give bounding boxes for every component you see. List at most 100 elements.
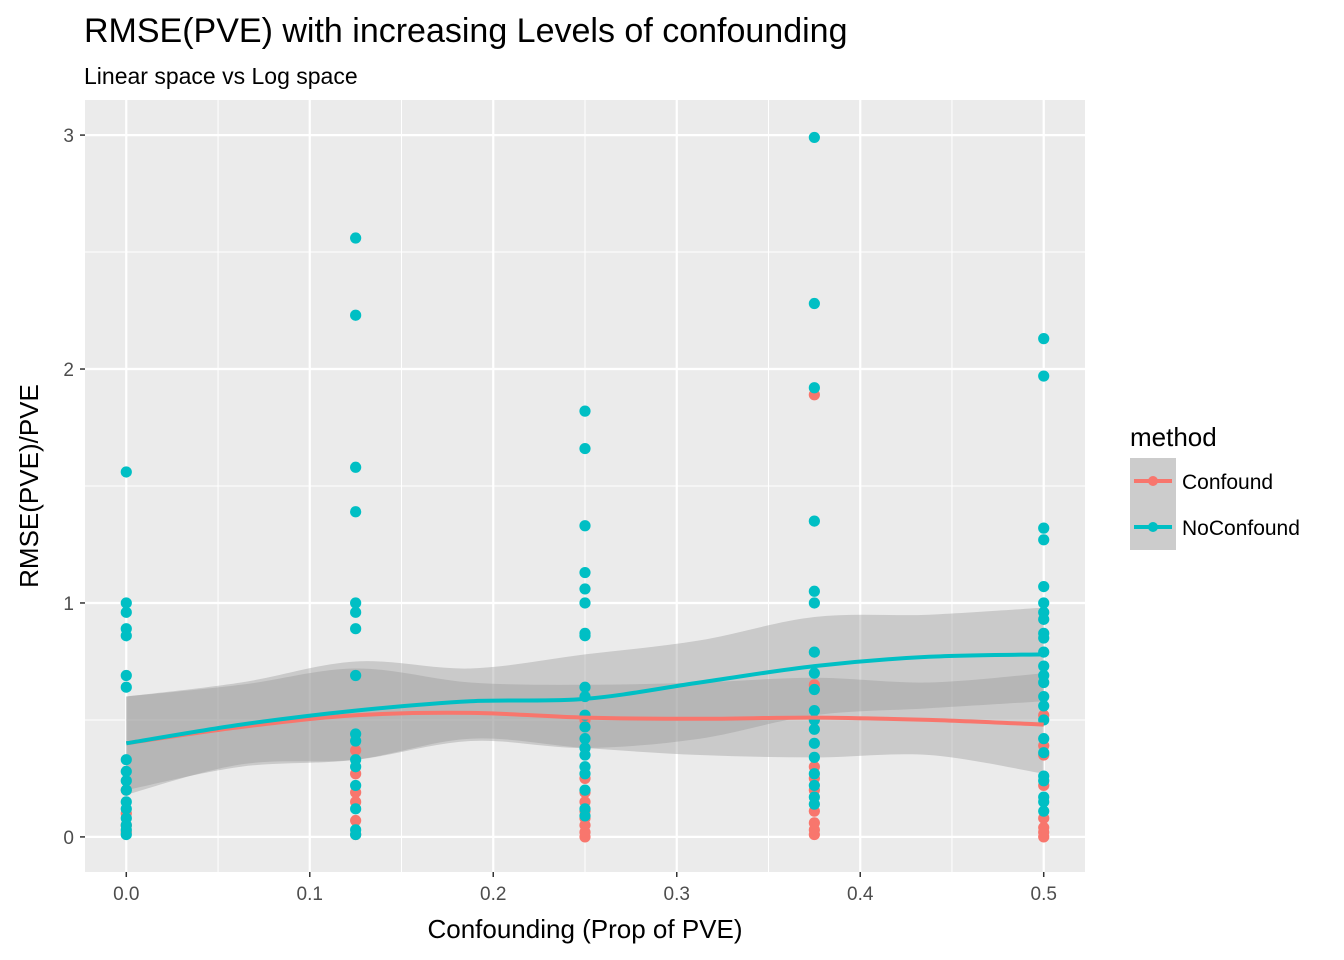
data-point-noconfound (1038, 700, 1050, 712)
data-point-noconfound (120, 765, 132, 778)
data-point-noconfound (579, 749, 591, 761)
smooth-line-confound (126, 710, 1044, 746)
data-point-noconfound (579, 810, 591, 822)
x-tick-label: 0.2 (480, 884, 506, 905)
data-point-noconfound (808, 597, 820, 609)
data-point-noconfound (579, 721, 591, 733)
data-point-noconfound (1038, 370, 1050, 382)
data-point-noconfound (120, 606, 132, 618)
data-point-noconfound (579, 784, 591, 796)
data-point-confound (1038, 821, 1050, 834)
data-point-noconfound (1038, 733, 1050, 745)
data-point-noconfound (1038, 597, 1050, 609)
data-point-noconfound (808, 751, 820, 763)
data-point-noconfound (579, 597, 591, 609)
data-point-noconfound (1038, 747, 1050, 759)
data-point-noconfound (120, 597, 132, 609)
data-point-noconfound (350, 803, 362, 815)
data-point-noconfound (1038, 333, 1050, 345)
legend: method Confound NoConfound (1130, 422, 1300, 550)
data-point-confound (350, 814, 362, 827)
data-point-noconfound (120, 630, 132, 642)
x-axis-ticks: 0.0 0.1 0.2 0.3 0.4 0.5 (113, 872, 1057, 905)
data-point-noconfound (1038, 775, 1050, 787)
data-point-noconfound (1038, 690, 1050, 703)
data-point-noconfound (808, 779, 820, 792)
data-point-noconfound (120, 784, 132, 796)
data-point-noconfound (1038, 580, 1050, 593)
x-tick-label: 0.5 (1031, 884, 1057, 905)
data-point-noconfound (579, 733, 591, 745)
y-tick-label: 3 (63, 126, 74, 147)
data-point-noconfound (579, 630, 591, 642)
data-point-noconfound (120, 669, 132, 682)
data-point-noconfound (808, 798, 820, 810)
data-point-noconfound (350, 461, 362, 473)
smooth-line-noconfound (125, 652, 1044, 746)
legend-label-confound: Confound (1182, 471, 1273, 494)
data-point-noconfound (808, 768, 820, 780)
data-point-noconfound (350, 506, 362, 518)
data-point-noconfound (808, 585, 820, 597)
data-points (120, 131, 1050, 843)
data-point-noconfound (350, 232, 362, 244)
data-point-noconfound (120, 803, 132, 815)
data-point-confound (808, 817, 820, 829)
data-point-noconfound (579, 768, 591, 780)
data-point-noconfound (120, 466, 132, 478)
x-tick-label: 0.0 (113, 884, 139, 905)
data-point-noconfound (808, 646, 820, 658)
data-point-noconfound (120, 775, 132, 787)
smooth-lines (125, 652, 1044, 746)
data-point-noconfound (1038, 613, 1050, 625)
data-point-noconfound (1038, 632, 1050, 644)
data-point-noconfound (350, 606, 362, 618)
data-point-noconfound (120, 754, 132, 766)
y-tick-label: 2 (63, 360, 74, 381)
data-point-noconfound (808, 382, 820, 394)
chart-subtitle: Linear space vs Log space (84, 63, 358, 89)
data-point-noconfound (350, 309, 362, 321)
data-point-noconfound (120, 681, 132, 693)
data-point-noconfound (1038, 660, 1050, 672)
y-tick-label: 0 (63, 828, 74, 849)
data-point-noconfound (808, 683, 820, 696)
data-point-noconfound (579, 566, 591, 579)
data-point-noconfound (579, 442, 591, 455)
data-point-noconfound (579, 405, 591, 417)
data-point-noconfound (350, 779, 362, 792)
data-point-noconfound (808, 515, 820, 527)
data-point-noconfound (808, 297, 820, 310)
data-point-noconfound (350, 828, 362, 841)
chart-title: RMSE(PVE) with increasing Levels of conf… (84, 12, 848, 50)
legend-key-noconfound-point (1148, 522, 1158, 532)
x-tick-label: 0.1 (297, 884, 323, 905)
data-point-noconfound (808, 667, 820, 679)
legend-label-noconfound: NoConfound (1182, 517, 1300, 540)
data-point-noconfound (1038, 522, 1050, 534)
x-axis-title: Confounding (Prop of PVE) (427, 914, 742, 944)
x-tick-label: 0.3 (664, 884, 690, 905)
data-point-noconfound (579, 681, 591, 693)
data-point-noconfound (808, 704, 820, 717)
data-point-noconfound (1038, 805, 1050, 817)
data-point-confound (350, 744, 362, 756)
data-point-noconfound (808, 737, 820, 749)
data-point-noconfound (350, 669, 362, 682)
y-tick-label: 1 (63, 594, 74, 615)
data-point-noconfound (350, 761, 362, 773)
data-point-noconfound (350, 623, 362, 635)
data-point-noconfound (808, 131, 820, 144)
legend-key-confound-point (1148, 476, 1158, 486)
data-point-noconfound (579, 520, 591, 532)
data-point-noconfound (1038, 534, 1050, 546)
data-point-noconfound (579, 583, 591, 595)
y-axis-title: RMSE(PVE)/PVE (14, 384, 44, 588)
legend-title: method (1130, 422, 1217, 452)
data-point-noconfound (1038, 796, 1050, 808)
data-point-noconfound (350, 735, 362, 747)
data-point-noconfound (120, 828, 132, 841)
data-point-noconfound (808, 723, 820, 735)
x-tick-label: 0.4 (847, 884, 874, 905)
